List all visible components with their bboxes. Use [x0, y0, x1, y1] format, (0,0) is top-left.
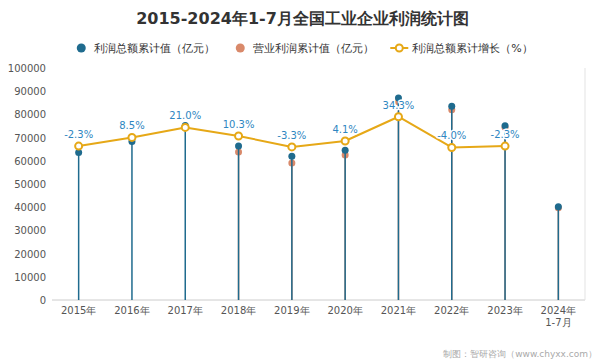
legend-swatch [396, 45, 403, 52]
background [0, 0, 605, 363]
x-tick-label-line: 2020年 [327, 305, 362, 316]
lollipop-series [235, 98, 562, 300]
lollipop [555, 203, 562, 300]
lollipop [75, 149, 82, 300]
growth-point [288, 143, 295, 150]
x-tick-label: 2021年 [381, 305, 416, 316]
x-tick-label-line: 1-7月 [545, 317, 571, 328]
growth-point [448, 144, 455, 151]
lollipop-stem [398, 98, 400, 300]
lollipop-stem [344, 150, 346, 300]
lollipop-stem [238, 146, 240, 300]
y-tick-label: 50000 [14, 179, 46, 190]
y2-axis-line [585, 68, 586, 300]
lollipop-head [342, 147, 349, 154]
legend-swatch [236, 44, 245, 53]
y-tick-label: 90000 [14, 86, 46, 97]
y-tick-label: 30000 [14, 225, 46, 236]
y-tick-label: 0 [40, 295, 46, 306]
growth-point [395, 113, 402, 120]
legend: 利润总额累计值（亿元） 营业利润累计值（亿元） 利润总额累计增长（%） [77, 42, 533, 55]
lollipop [342, 147, 349, 300]
data-label: 4.1% [332, 124, 357, 135]
data-label: -4.0% [437, 130, 466, 141]
lollipop-stem [558, 208, 560, 300]
title: 2015-2024年1-7月全国工业企业利润统计图 [136, 9, 469, 28]
x-tick-label: 2020年 [327, 305, 362, 316]
x-tick-label: 2018年 [221, 305, 256, 316]
x-tick-label-line: 2015年 [61, 305, 96, 316]
plot-area [75, 94, 562, 300]
x-tick-label: 2024年1-7月 [541, 305, 576, 328]
x-tick-label: 2016年 [114, 305, 149, 316]
growth-point [502, 143, 509, 150]
y-tick-label: 10000 [14, 272, 46, 283]
lollipop-head [555, 203, 562, 210]
legend-label: 利润总额累计增长（%） [412, 42, 532, 55]
x-tick-label: 2015年 [61, 305, 96, 316]
x-tick-label: 2017年 [168, 305, 203, 316]
x-tick-label-line: 2016年 [114, 305, 149, 316]
lollipop [502, 122, 509, 300]
data-label: 34.3% [383, 100, 415, 111]
lollipop-stem [558, 207, 560, 300]
lollipop [182, 122, 189, 300]
lollipop [395, 94, 402, 300]
x-tick-label-line: 2022年 [434, 305, 469, 316]
lollipop-series [75, 94, 562, 300]
lollipop [395, 98, 402, 300]
x-tick-label-line: 2019年 [274, 305, 309, 316]
lollipop [555, 204, 562, 300]
data-label: -2.3% [64, 129, 93, 140]
legend-swatch [77, 44, 86, 53]
x-axis: 2015年 2016年 2017年 2018年 2019年 2020年 2021年 2022年… [61, 305, 576, 328]
x-tick-label-line: 2024年 [541, 305, 576, 316]
lollipop-head [448, 103, 455, 110]
lollipop-stem [504, 126, 506, 300]
data-label: 21.0% [169, 110, 201, 121]
x-tick-label: 2019年 [274, 305, 309, 316]
x-tick-label-line: 2017年 [168, 305, 203, 316]
legend-label: 营业利润累计值（亿元） [253, 42, 374, 55]
x-tick-label-line: 2018年 [221, 305, 256, 316]
legend-item: 利润总额累计值（亿元） [77, 42, 216, 55]
x-tick-label: 2023年 [487, 305, 522, 316]
y-tick-label: 80000 [14, 109, 46, 120]
legend-item: 营业利润累计值（亿元） [236, 42, 375, 55]
data-label: 8.5% [119, 120, 144, 131]
growth-point [182, 124, 189, 131]
lollipop-stem [185, 126, 187, 300]
growth-point [75, 143, 82, 150]
data-label: -3.3% [277, 130, 306, 141]
y-tick-label: 60000 [14, 156, 46, 167]
x-tick-label: 2022年 [434, 305, 469, 316]
legend-item: 利润总额累计增长（%） [390, 42, 532, 55]
x-tick-label-line: 2021年 [381, 305, 416, 316]
lollipop [288, 153, 295, 300]
growth-point [128, 134, 135, 141]
y-axis: 0 10000 20000 30000 40000 50000 60000 70000 8000… [8, 63, 46, 306]
annotation: 制图：智研咨询（www.chyxx.com） [443, 349, 597, 359]
growth-point [235, 132, 242, 139]
legend-label: 利润总额累计值（亿元） [94, 42, 215, 55]
y-tick-label: 70000 [14, 133, 46, 144]
y-tick-label: 40000 [14, 202, 46, 213]
lollipop [235, 143, 242, 300]
data-labels: -2.3% 8.5% 21.0% 10.3% -3.3% 4.1% 34.3% -4.0% -2… [64, 100, 519, 142]
chart: 2015-2024年1-7月全国工业企业利润统计图利润总额累计值（亿元） 营业利润… [0, 0, 605, 363]
y-tick-label: 100000 [8, 63, 46, 74]
lollipop-stem [131, 141, 133, 300]
lollipop-head [235, 143, 242, 150]
data-label: -2.3% [491, 129, 520, 140]
data-label: 10.3% [223, 119, 255, 130]
lollipop [502, 124, 509, 300]
growth-point [342, 137, 349, 144]
x-tick-label-line: 2023年 [487, 305, 522, 316]
lollipop-head [555, 204, 562, 211]
lollipop-stem [78, 153, 80, 300]
lollipop [128, 138, 135, 300]
lollipop-stem [291, 156, 293, 300]
lollipop-head [288, 153, 295, 160]
y-tick-label: 20000 [14, 249, 46, 260]
